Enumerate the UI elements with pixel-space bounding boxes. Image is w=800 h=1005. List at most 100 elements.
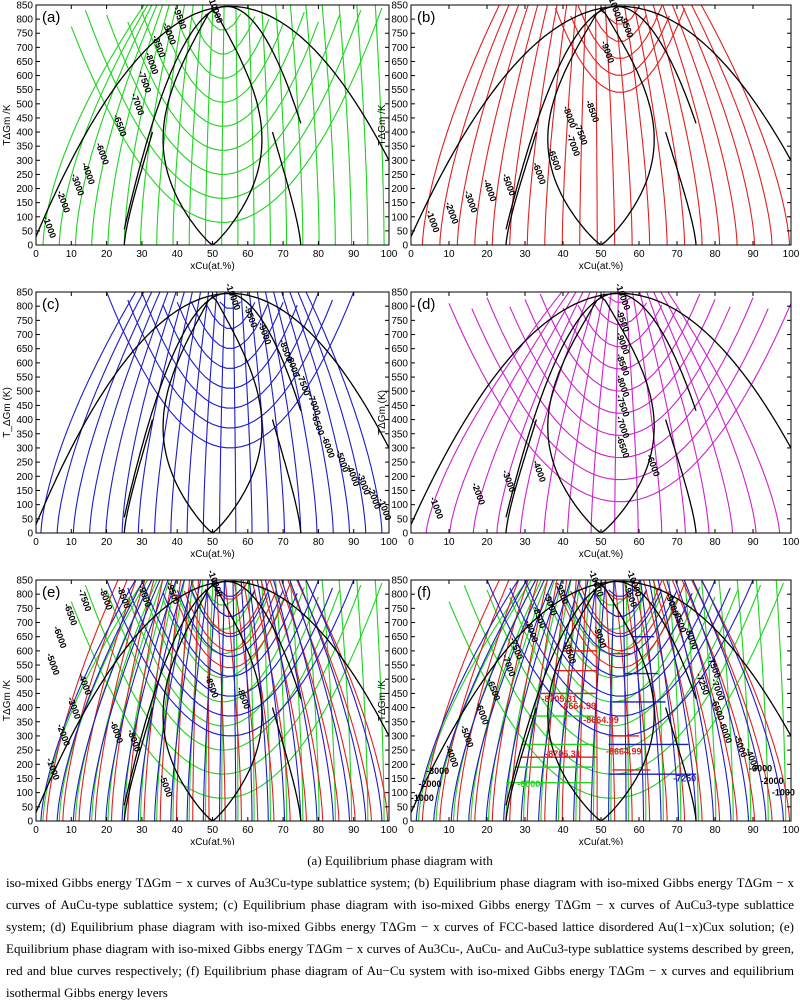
x-tick-label: 20 (101, 825, 113, 836)
contour-line (486, 297, 754, 459)
contour-line (240, 580, 253, 821)
contour-line (251, 580, 291, 821)
contour-line (671, 580, 738, 821)
y-tick-label: 300 (391, 443, 408, 454)
contour-label: -3000 (749, 763, 772, 773)
contour-line (240, 292, 253, 533)
plot-area (411, 292, 791, 533)
x-tick-label: 40 (172, 825, 184, 836)
y-tick-label: 850 (391, 288, 408, 299)
contour-label: -5000 (157, 773, 174, 798)
x-tick-label: 60 (242, 537, 254, 548)
contour-line (570, 590, 670, 652)
contour-line (297, 292, 367, 533)
y-tick-label: 200 (391, 760, 408, 771)
contour-line (653, 292, 734, 533)
contour-line (448, 303, 791, 503)
y-tick-label: 250 (16, 746, 33, 757)
y-tick-label: 600 (391, 358, 408, 369)
phase-boundary (600, 582, 655, 821)
contour-line (305, 580, 389, 821)
y-tick-label: 450 (16, 401, 33, 412)
contour-line (503, 580, 563, 821)
phase-boundary (664, 131, 697, 245)
phase-diagram-figure: 0 10 20 30 40 50 60 70 80 90 100050100150200250300… (2, 0, 800, 845)
x-tick-label: 40 (557, 825, 569, 836)
contour-line (204, 302, 256, 329)
contour-line (485, 580, 554, 821)
y-tick-label: 400 (16, 128, 33, 139)
x-tick-label: 30 (136, 249, 148, 260)
contour-line (648, 580, 680, 821)
x-tick-label: 20 (101, 537, 113, 548)
x-tick-label: 100 (381, 537, 398, 548)
x-tick-label: 50 (207, 537, 219, 548)
phase-boundary (212, 7, 263, 245)
phase-boundary (664, 419, 697, 533)
y-tick-label: 550 (391, 661, 408, 672)
contour-line (623, 5, 651, 245)
phase-boundary (505, 419, 538, 533)
x-tick-label: 10 (443, 249, 455, 260)
y-tick-label: 250 (16, 170, 33, 181)
contour-line (154, 292, 193, 533)
plot-area (36, 5, 389, 245)
y-tick-label: 300 (16, 156, 33, 167)
x-tick-label: 80 (709, 249, 721, 260)
y-axis-label: TΔGm /K (377, 680, 388, 721)
contour-line (141, 580, 319, 697)
contour-line (84, 10, 362, 199)
x-axis-label: xCu(at.%) (579, 837, 623, 845)
contour-line (608, 580, 615, 821)
contour-line (543, 292, 598, 533)
contour-label: -6000 (51, 625, 68, 650)
contour-line (106, 589, 341, 751)
x-tick-label: 40 (172, 249, 184, 260)
y-tick-label: 500 (391, 675, 408, 686)
x-tick-label: 50 (595, 537, 607, 548)
y-tick-label: 550 (391, 85, 408, 96)
y-tick-label: 150 (16, 774, 33, 785)
panel-label: (a) (42, 9, 60, 26)
x-tick-label: 40 (172, 537, 184, 548)
phase-boundary (547, 582, 602, 821)
y-tick-label: 250 (391, 170, 408, 181)
contour-line (509, 306, 731, 436)
contour-line (46, 580, 119, 821)
contour-line (577, 305, 663, 348)
y-tick-label: 500 (16, 99, 33, 110)
contour-line (700, 5, 791, 245)
x-tick-label: 80 (313, 825, 325, 836)
contour-line (260, 580, 307, 821)
contour-label: -2000 (418, 779, 441, 789)
contour-line (614, 5, 633, 245)
contour-label: -5000 (458, 724, 475, 749)
contour-line (338, 5, 353, 245)
x-tick-label: 90 (348, 825, 360, 836)
contour-label: -5000 (44, 652, 61, 677)
y-tick-label: 650 (16, 57, 33, 68)
contour-line (439, 5, 510, 245)
x-tick-label: 20 (481, 825, 493, 836)
contour-line (700, 580, 791, 821)
x-tick-label: 100 (381, 825, 398, 836)
contour-line (58, 5, 149, 245)
y-tick-label: 600 (391, 646, 408, 657)
contour-line (162, 23, 284, 103)
contour-line (137, 580, 185, 821)
contour-line (633, 5, 668, 245)
contour-line (660, 292, 757, 533)
x-axis-label: xCu(at.%) (190, 549, 234, 560)
contour-line (143, 580, 173, 821)
y-tick-label: 800 (391, 15, 408, 26)
contour-line (509, 587, 731, 717)
contour-line (235, 5, 239, 245)
contour-line (70, 7, 383, 223)
chart-panel-3: 0 10 20 30 40 50 60 70 80 90 100 0 50 100 150 200 250 300… (377, 282, 800, 560)
contour-line (264, 292, 302, 533)
y-tick-label: 650 (16, 344, 33, 355)
y-tick-label: 600 (16, 71, 33, 82)
x-tick-label: 90 (348, 537, 360, 548)
contour-label: -8705.31 (545, 749, 581, 759)
contour-line (58, 580, 149, 821)
